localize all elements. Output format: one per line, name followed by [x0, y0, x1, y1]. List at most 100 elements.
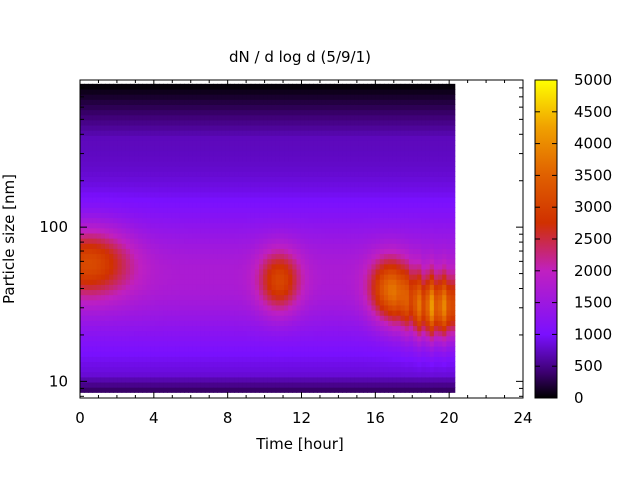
heat-cell [246, 294, 252, 301]
heat-cell [84, 171, 89, 177]
heat-cell [167, 299, 173, 306]
heat-cell [238, 371, 243, 378]
heat-cell [333, 366, 339, 373]
heat-cell [196, 207, 202, 213]
heat-cell [259, 304, 264, 311]
heat-cell [254, 124, 260, 131]
heat-cell [138, 124, 144, 131]
heat-cell [338, 99, 343, 105]
heat-cell [167, 135, 173, 141]
heat-cell [84, 315, 89, 321]
heat-cell [250, 299, 256, 306]
heat-cell [100, 145, 106, 152]
heat-cell [238, 345, 243, 352]
heat-cell [80, 119, 85, 126]
heat-cell [104, 258, 110, 265]
heat-cell [138, 366, 144, 373]
heat-cell [204, 114, 210, 121]
heat-cell [313, 150, 318, 157]
heat-cell [388, 227, 393, 234]
heat-cell [396, 351, 402, 357]
heat-cell [292, 340, 298, 347]
heat-cell [200, 119, 206, 126]
heat-cell [325, 171, 331, 177]
heat-cell [192, 150, 198, 157]
heat-cell [400, 176, 406, 183]
heat-cell [275, 207, 281, 213]
heat-cell [292, 248, 298, 255]
heat-cell [196, 212, 202, 219]
heat-cell [242, 130, 248, 136]
heat-cell [267, 94, 273, 100]
heat-cell [325, 166, 331, 172]
heat-cell [167, 315, 173, 321]
heat-cell [404, 371, 410, 378]
heat-cell [209, 114, 214, 121]
heat-cell [379, 253, 385, 260]
heat-cell [92, 274, 98, 280]
heat-cell [329, 202, 335, 208]
heat-cell [92, 381, 98, 388]
heat-cell [329, 227, 335, 234]
heat-cell [129, 202, 135, 208]
heat-cell [184, 289, 189, 296]
heat-cell [217, 315, 223, 321]
heat-cell [167, 263, 173, 270]
heat-cell [154, 325, 160, 332]
heat-cell [300, 207, 306, 213]
heat-cell [259, 366, 264, 373]
heat-cell [238, 361, 243, 368]
heat-cell [379, 356, 385, 362]
heat-cell [254, 310, 260, 316]
heat-cell [388, 88, 393, 95]
heat-cell [383, 299, 389, 306]
heat-cell [371, 155, 377, 162]
heat-cell [225, 268, 231, 275]
heat-cell [125, 335, 131, 342]
heat-cell [100, 202, 106, 208]
heat-cell [217, 166, 223, 172]
heat-cell [300, 279, 306, 285]
heat-cell [275, 258, 281, 265]
heat-cell [225, 279, 231, 285]
heat-cell [254, 238, 260, 244]
heat-cell [392, 289, 398, 296]
heat-cell [396, 114, 402, 121]
heat-cell [213, 248, 218, 255]
heat-cell [338, 94, 343, 100]
heat-cell [296, 315, 302, 321]
heat-cell [113, 289, 119, 296]
heat-cell [184, 263, 189, 270]
heat-cell [250, 310, 256, 316]
heat-cell [363, 135, 368, 141]
heat-cell [179, 140, 185, 147]
heat-cell [379, 310, 385, 316]
heat-cell [379, 248, 385, 255]
heat-cell [284, 258, 289, 265]
heat-cell [117, 238, 123, 244]
heat-cell [342, 176, 348, 183]
heat-cell [313, 99, 318, 105]
heat-cell [338, 88, 343, 95]
heat-cell [400, 258, 406, 265]
heat-cell [163, 104, 169, 111]
heat-cell [184, 104, 189, 111]
heat-cell [104, 371, 110, 378]
heat-cell [129, 366, 135, 373]
heat-cell [383, 212, 389, 219]
heat-cell [338, 330, 343, 337]
heat-cell [288, 356, 293, 362]
heat-cell [408, 160, 414, 167]
heat-cell [246, 232, 252, 239]
heat-cell [238, 104, 243, 111]
heat-cell [296, 330, 302, 337]
heat-cell [96, 217, 102, 224]
heat-cell [342, 186, 348, 193]
heat-cell [392, 304, 398, 311]
heat-cell [404, 258, 410, 265]
heat-cell [167, 191, 173, 198]
heat-cell [242, 124, 248, 131]
heat-cell [196, 304, 202, 311]
heat-cell [121, 320, 127, 327]
heat-cell [396, 320, 402, 327]
